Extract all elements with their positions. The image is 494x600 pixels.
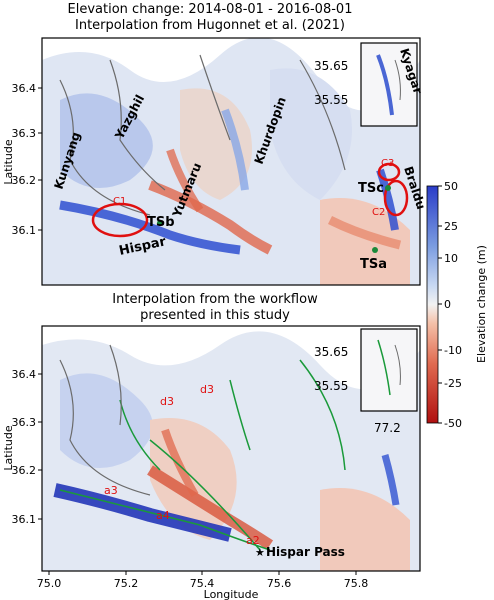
bottom-ytick-36.4: 36.4 bbox=[12, 368, 37, 381]
top-inset-tick-2: 35.55 bbox=[314, 93, 348, 107]
label-c1: C1 bbox=[113, 196, 126, 207]
profile-a4-line bbox=[149, 439, 261, 551]
xtick-75.8: 75.8 bbox=[344, 577, 369, 590]
bottom-ylabel: Latitude bbox=[2, 425, 15, 471]
bottom-axes-frame bbox=[41, 325, 421, 572]
profile-d3-line bbox=[299, 359, 346, 471]
cbar-tick-neg50: -50 bbox=[444, 417, 462, 430]
label-tsa: TSa bbox=[360, 257, 387, 272]
top-inset-tick-1: 35.65 bbox=[314, 59, 348, 73]
top-ytick-36.4: 36.4 bbox=[12, 82, 37, 95]
bottom-ytick-36.2: 36.2 bbox=[12, 464, 37, 477]
cbar-tick-neg25: -25 bbox=[444, 377, 462, 390]
callout-c1 bbox=[91, 202, 149, 238]
colorbar-gradient bbox=[426, 185, 439, 424]
colorbar-label: Elevation change (m) bbox=[475, 245, 488, 363]
bottom-y-axis: 36.4 36.3 36.2 36.1 bbox=[12, 368, 42, 526]
bottom-title-line2: presented in this study bbox=[140, 308, 290, 323]
top-ytick-36.2: 36.2 bbox=[12, 174, 37, 187]
label-tsc: TSc bbox=[358, 181, 384, 196]
top-y-axis: 36.4 36.3 36.2 36.1 bbox=[12, 82, 42, 237]
cbar-tick-10: 10 bbox=[444, 252, 458, 265]
top-title-line1: Elevation change: 2014-08-01 - 2016-08-0… bbox=[67, 2, 353, 17]
profile-a3-line bbox=[59, 489, 271, 551]
bottom-inset-tick-2: 35.55 bbox=[314, 379, 348, 393]
label-c2: C2 bbox=[372, 207, 385, 218]
callout-c2 bbox=[383, 179, 409, 217]
top-axes-frame bbox=[41, 37, 421, 286]
bottom-ytick-36.3: 36.3 bbox=[12, 416, 37, 429]
xtick-75.6: 75.6 bbox=[267, 577, 292, 590]
label-a4: a4 bbox=[156, 509, 170, 522]
bottom-inset-tick-1: 35.65 bbox=[314, 345, 348, 359]
label-c3: C3 bbox=[381, 158, 394, 169]
label-d3-right: d3 bbox=[200, 383, 214, 396]
top-ylabel: Latitude bbox=[2, 139, 15, 185]
xtick-75.4: 75.4 bbox=[190, 577, 215, 590]
top-ytick-36.3: 36.3 bbox=[12, 127, 37, 140]
xlabel: Longitude bbox=[204, 588, 259, 600]
bottom-inset-lon: 77.2 bbox=[374, 421, 401, 435]
xtick-75.0: 75.0 bbox=[37, 577, 62, 590]
cbar-tick-neg10: -10 bbox=[444, 344, 462, 357]
cbar-tick-50: 50 bbox=[444, 180, 458, 193]
label-a2: a2 bbox=[246, 534, 260, 547]
label-tsb: TSb bbox=[147, 215, 175, 230]
top-ytick-36.1: 36.1 bbox=[12, 224, 37, 237]
bottom-title-line1: Interpolation from the workflow bbox=[112, 292, 318, 307]
bottom-ytick-36.1: 36.1 bbox=[12, 513, 37, 526]
label-d3-left: d3 bbox=[160, 395, 174, 408]
cbar-tick-0: 0 bbox=[444, 298, 451, 311]
top-map-panel bbox=[42, 38, 420, 285]
station-tsa bbox=[372, 247, 378, 253]
xtick-75.2: 75.2 bbox=[114, 577, 139, 590]
hispar-pass-star: ★ bbox=[255, 546, 265, 559]
bottom-map-panel: ★ bbox=[42, 326, 420, 571]
station-tsc bbox=[385, 185, 391, 191]
label-hispar-pass: Hispar Pass bbox=[266, 545, 345, 559]
bottom-inset-box bbox=[360, 328, 418, 412]
cbar-tick-25: 25 bbox=[444, 220, 458, 233]
station-tsb bbox=[157, 220, 163, 226]
bottom-x-axis: 75.0 75.2 75.4 75.6 75.8 bbox=[37, 571, 369, 590]
label-a3: a3 bbox=[104, 484, 118, 497]
callout-c3 bbox=[377, 162, 401, 182]
colorbar: 50 25 10 0 -10 -25 -50 Elevation change … bbox=[426, 180, 488, 430]
top-title-line2: Interpolation from Hugonnet et al. (2021… bbox=[75, 18, 345, 33]
